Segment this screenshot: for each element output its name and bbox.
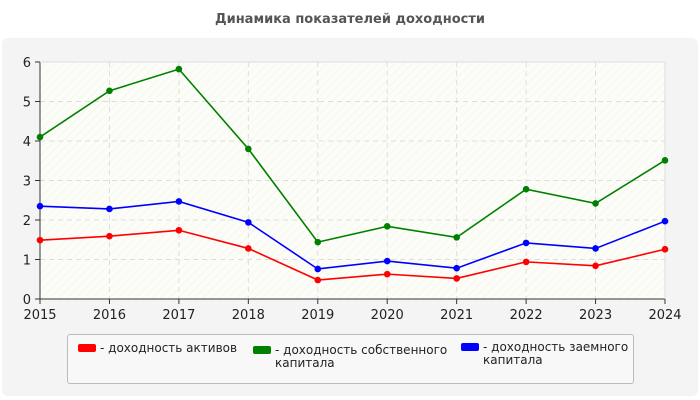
data-point-2 (522, 239, 530, 247)
data-point-0 (175, 226, 183, 234)
data-point-2 (245, 219, 252, 226)
chart-title: Динамика показателей доходности (215, 12, 485, 27)
legend-swatch-assets (78, 344, 96, 352)
data-point-0 (383, 270, 391, 278)
y-tick-label: 4 (23, 135, 31, 150)
x-tick-label: 2024 (648, 308, 681, 323)
legend: - доходность активов - доходность собств… (67, 334, 634, 384)
y-tick-label: 5 (23, 96, 31, 111)
data-point-1 (36, 133, 44, 141)
x-tick-label: 2016 (93, 308, 126, 323)
data-point-1 (592, 200, 599, 207)
data-point-0 (592, 262, 599, 270)
legend-swatch-equity (253, 346, 271, 354)
data-point-0 (106, 232, 113, 240)
x-tick-label: 2015 (23, 308, 56, 323)
data-point-1 (175, 65, 183, 73)
data-point-0 (36, 236, 44, 244)
series-line-0 (39, 229, 666, 281)
x-tick-label: 2022 (510, 308, 543, 323)
y-tick-label: 2 (23, 214, 31, 229)
data-point-2 (106, 205, 113, 213)
legend-label-debt: - доходность заемного капитала (483, 340, 629, 367)
legend-label-assets: - доходность активов (100, 341, 238, 355)
data-point-2 (661, 217, 669, 225)
data-point-0 (453, 275, 460, 282)
x-tick-label: 2021 (440, 308, 473, 323)
x-tick-label: 2019 (301, 308, 334, 323)
data-point-1 (314, 238, 322, 246)
data-point-0 (522, 258, 530, 266)
x-tick-label: 2023 (579, 308, 612, 323)
series-line-2 (39, 200, 666, 270)
y-tick-label: 6 (23, 56, 31, 71)
data-point-2 (383, 257, 391, 265)
series-line-1 (39, 68, 666, 244)
legend-label-equity: - доходность собственного капитала (275, 343, 448, 370)
data-point-1 (383, 223, 391, 230)
x-tick-label: 2017 (162, 308, 195, 323)
data-point-0 (245, 245, 252, 252)
plot-area (40, 62, 665, 299)
data-point-2 (453, 264, 460, 272)
data-point-2 (592, 245, 599, 252)
legend-swatch-debt (461, 343, 479, 351)
y-tick-label: 0 (23, 293, 31, 308)
x-tick-label: 2018 (232, 308, 265, 323)
data-point-2 (175, 198, 183, 205)
data-point-1 (661, 157, 669, 164)
data-point-2 (36, 202, 44, 210)
data-point-1 (245, 145, 252, 153)
data-point-2 (314, 265, 322, 273)
data-point-1 (453, 234, 460, 241)
data-point-1 (106, 87, 113, 95)
data-point-0 (661, 245, 669, 253)
x-tick-label: 2020 (371, 308, 404, 323)
data-point-1 (522, 185, 530, 193)
y-tick-label: 1 (23, 254, 31, 269)
data-point-0 (314, 276, 322, 284)
y-tick-label: 3 (23, 175, 31, 190)
